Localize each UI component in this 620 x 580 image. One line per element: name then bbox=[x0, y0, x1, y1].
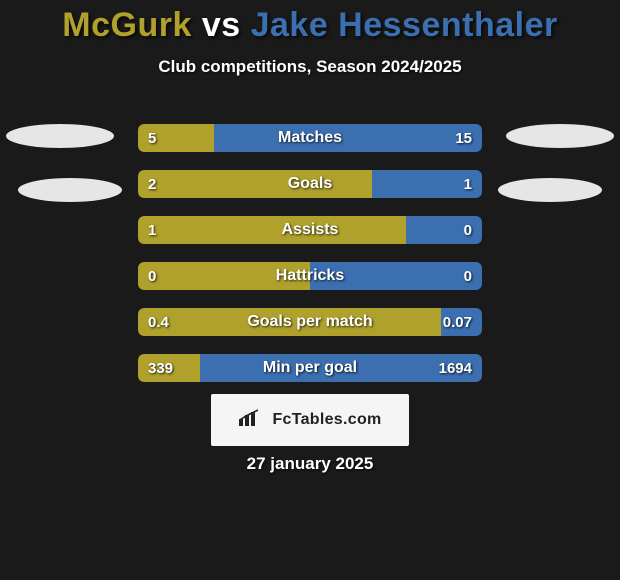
source-badge-text: FcTables.com bbox=[272, 411, 381, 429]
stat-bar-left bbox=[138, 170, 372, 198]
stat-bar-left bbox=[138, 354, 200, 382]
stat-bar-left bbox=[138, 216, 406, 244]
date-label: 27 january 2025 bbox=[0, 454, 620, 474]
stat-bar-left bbox=[138, 308, 441, 336]
decor-ellipse-right-1 bbox=[506, 124, 614, 148]
vs-separator: vs bbox=[202, 6, 241, 44]
stat-bar-right bbox=[310, 262, 482, 290]
stat-bar-right bbox=[441, 308, 482, 336]
chart-icon bbox=[238, 409, 266, 432]
stat-row: Matches515 bbox=[138, 124, 482, 152]
stat-bar-right bbox=[406, 216, 482, 244]
player2-name: Jake Hessenthaler bbox=[251, 6, 558, 44]
decor-ellipse-left-2 bbox=[18, 178, 122, 202]
stat-row: Assists10 bbox=[138, 216, 482, 244]
player1-name: McGurk bbox=[62, 6, 192, 44]
page-title: McGurk vs Jake Hessenthaler bbox=[0, 0, 620, 45]
stat-row: Hattricks00 bbox=[138, 262, 482, 290]
stats-container: Matches515 Goals21 Assists10 Hattricks00 Goa… bbox=[138, 124, 482, 400]
stat-bar-left bbox=[138, 262, 310, 290]
decor-ellipse-right-2 bbox=[498, 178, 602, 202]
subtitle: Club competitions, Season 2024/2025 bbox=[0, 57, 620, 77]
stat-bar-right bbox=[214, 124, 482, 152]
decor-ellipse-left-1 bbox=[6, 124, 114, 148]
stat-row: Goals21 bbox=[138, 170, 482, 198]
stat-row: Min per goal3391694 bbox=[138, 354, 482, 382]
stat-bar-left bbox=[138, 124, 214, 152]
source-badge: FcTables.com bbox=[211, 394, 409, 446]
stat-row: Goals per match0.40.07 bbox=[138, 308, 482, 336]
stat-bar-right bbox=[200, 354, 482, 382]
stat-bar-right bbox=[372, 170, 482, 198]
